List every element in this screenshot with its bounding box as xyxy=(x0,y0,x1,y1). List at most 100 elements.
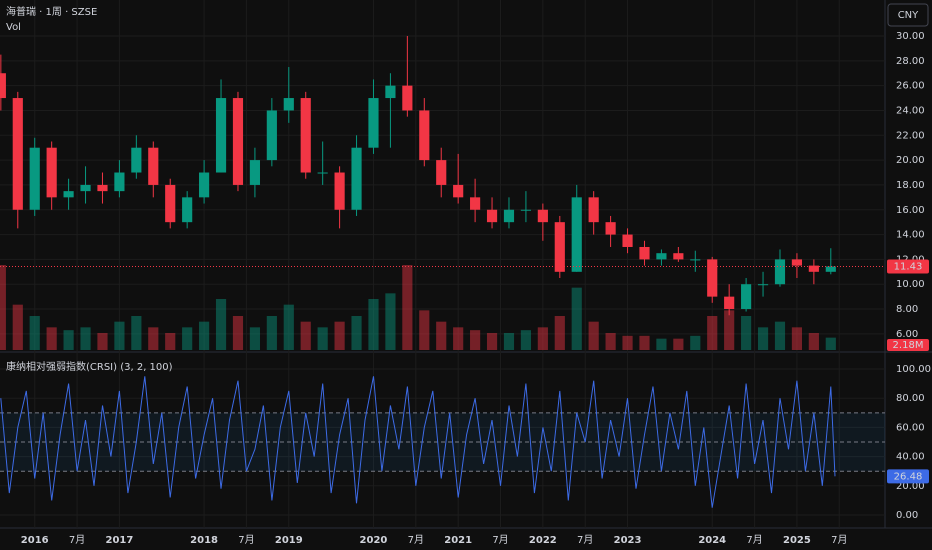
volume-bar xyxy=(554,316,565,350)
y-tick-label: 26.00 xyxy=(896,81,925,92)
candle-body xyxy=(249,160,260,185)
y-tick-label: 10.00 xyxy=(896,279,925,290)
candle-body xyxy=(232,98,244,185)
symbol-title: 海普瑞 · 1周 · SZSE xyxy=(6,5,97,18)
candle-body xyxy=(757,284,769,286)
last-price-label: 11.43 xyxy=(894,261,923,272)
volume-bar xyxy=(368,299,379,350)
volume-bar xyxy=(503,333,515,350)
candle-body xyxy=(741,284,752,310)
candle-body xyxy=(690,259,701,261)
volume-bar xyxy=(419,310,430,350)
volume-bar xyxy=(266,316,277,350)
candle-body xyxy=(486,209,498,223)
y-tick-label: 18.00 xyxy=(896,180,925,191)
candle-body xyxy=(199,172,210,198)
volume-bar xyxy=(148,327,159,350)
volume-bar xyxy=(215,299,227,350)
x-tick-label: 7月 xyxy=(408,534,424,546)
candle-body xyxy=(453,184,464,198)
candle-body xyxy=(283,98,294,111)
y-tick-label: 100.00 xyxy=(896,364,931,375)
x-tick-label: 7月 xyxy=(746,534,762,546)
last-price-box xyxy=(887,259,929,274)
y-tick-label: 6.00 xyxy=(896,329,918,340)
x-tick-label: 2022 xyxy=(529,535,557,546)
volume-bar xyxy=(334,321,345,350)
x-tick-label: 2024 xyxy=(698,535,726,546)
candle-body xyxy=(724,296,735,310)
currency-button[interactable] xyxy=(887,3,929,27)
candle-body xyxy=(385,85,396,99)
candle-body xyxy=(639,246,650,260)
y-tick-label: 22.00 xyxy=(896,130,925,141)
candle-body xyxy=(656,253,667,260)
y-tick-label: 30.00 xyxy=(896,31,925,42)
y-tick-label: 8.00 xyxy=(896,304,918,315)
volume-label: 2.18M xyxy=(893,340,924,351)
volume-box xyxy=(887,339,929,351)
candle-body xyxy=(622,234,633,247)
volume-bar xyxy=(774,321,786,350)
y-tick-label: 14.00 xyxy=(896,230,925,241)
volume-bar xyxy=(249,327,260,350)
candle-body xyxy=(537,209,548,223)
candle-body xyxy=(165,184,176,223)
volume-bar xyxy=(80,327,91,350)
y-tick-label: 20.00 xyxy=(896,481,925,492)
volume-bar xyxy=(791,327,803,350)
candle-body xyxy=(368,98,379,148)
candle-body xyxy=(554,222,565,272)
volume-bar xyxy=(622,335,633,350)
volume-bar xyxy=(0,265,6,350)
candle-body xyxy=(46,147,57,198)
volume-bar xyxy=(63,330,74,350)
crsi-title: 康纳相对强弱指数(CRSI) (3, 2, 100) xyxy=(6,360,173,373)
volume-bar xyxy=(165,333,176,350)
candle-body xyxy=(300,98,311,173)
candle-body xyxy=(402,85,413,111)
volume-bar xyxy=(436,321,447,350)
candle-body xyxy=(588,197,599,223)
volume-bar xyxy=(808,333,819,350)
currency-label[interactable]: CNY xyxy=(898,10,919,21)
volume-bar xyxy=(825,337,836,350)
x-tick-label: 7月 xyxy=(69,534,85,546)
y-tick-label: 80.00 xyxy=(896,393,925,404)
x-tick-label: 7月 xyxy=(238,534,254,546)
volume-bar xyxy=(182,327,193,350)
volume-bar xyxy=(131,316,142,350)
volume-bar xyxy=(690,335,701,350)
x-tick-label: 2019 xyxy=(275,535,303,546)
candle-body xyxy=(808,265,819,272)
volume-bar xyxy=(656,338,667,350)
candle-body xyxy=(12,98,23,210)
x-tick-label: 2025 xyxy=(783,535,811,546)
x-tick-label: 7月 xyxy=(831,534,847,546)
volume-bar xyxy=(402,265,413,350)
volume-bar xyxy=(520,330,531,350)
candle-body xyxy=(436,160,447,185)
candle-body xyxy=(673,253,684,260)
y-tick-label: 0.00 xyxy=(896,510,918,521)
volume-bar xyxy=(639,335,650,350)
candle-body xyxy=(0,73,6,99)
volume-bar xyxy=(283,304,294,350)
candle-body xyxy=(29,147,40,210)
candle-body xyxy=(182,197,193,223)
volume-bar xyxy=(588,321,599,350)
volume-bar xyxy=(12,304,23,350)
volume-bar xyxy=(724,310,735,350)
candle-body xyxy=(605,222,616,235)
candle-body xyxy=(351,147,362,210)
volume-bar xyxy=(232,316,244,350)
candle-body xyxy=(825,266,836,272)
x-tick-label: 2016 xyxy=(21,535,49,546)
volume-bar xyxy=(757,327,769,350)
candle-body xyxy=(97,184,108,192)
candle-body xyxy=(215,98,227,173)
y-tick-label: 16.00 xyxy=(896,205,925,216)
volume-bar xyxy=(741,316,752,350)
candle-body xyxy=(131,147,142,173)
